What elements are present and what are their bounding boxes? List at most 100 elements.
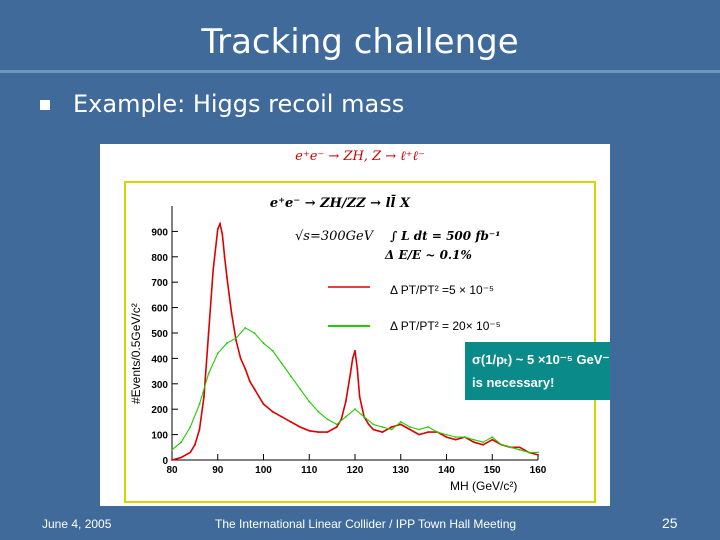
beam-spread-label: Δ E/E ~ 0.1% (384, 248, 472, 262)
sqrt-s-label: √s=300GeV (295, 229, 375, 244)
data-point (235, 337, 238, 339)
data-point (189, 426, 192, 428)
data-point (216, 352, 219, 355)
note-line-2: is necessary! (472, 375, 554, 390)
legend: Δ PT/PT² =5 × 10⁻⁵ Δ PT/PT² = 20× 10⁻⁵ (328, 283, 501, 333)
page-number: 25 (662, 515, 678, 531)
data-point (253, 388, 256, 390)
data-point (482, 441, 484, 444)
data-point (248, 380, 251, 383)
data-point (299, 388, 301, 390)
data-point (358, 395, 361, 398)
data-point (203, 395, 205, 398)
data-point (262, 342, 265, 345)
data-point (171, 459, 173, 461)
data-point (290, 421, 292, 423)
data-point (317, 410, 320, 413)
luminosity-label: ∫ L dt = 500 fb⁻¹ (390, 229, 500, 243)
y-tick-label: 0 (162, 456, 168, 467)
data-point (326, 418, 329, 421)
data-point (244, 327, 247, 329)
y-tick-label: 500 (151, 329, 168, 340)
data-point (491, 436, 494, 438)
bullet-square-icon (40, 100, 50, 110)
data-point (326, 431, 329, 433)
x-tick-label: 160 (530, 465, 547, 476)
data-point (219, 222, 221, 225)
x-tick-label: 100 (255, 465, 272, 476)
data-point (280, 415, 283, 418)
y-axis-label: #Events/0.5GeV/c² (129, 303, 143, 404)
axes: 80 90 100 110 120 130 140 150 160 0 100 200 300 400 50… (151, 206, 547, 476)
y-tick-label: 600 (151, 304, 168, 315)
slide-title: Tracking challenge (201, 22, 519, 62)
x-tick-label: 150 (484, 465, 501, 476)
plot-image: e⁺e⁻ → ZH, Z → ℓ⁺ℓ⁻ e⁺e⁻ → ZH/ZZ → ll̄ X… (100, 144, 610, 506)
data-point (354, 349, 356, 352)
data-point (537, 454, 539, 456)
header-formula: e⁺e⁻ → ZH, Z → ℓ⁺ℓ⁻ (295, 149, 425, 164)
data-point (356, 367, 359, 370)
y-tick-label: 900 (151, 227, 168, 238)
data-point (226, 276, 228, 278)
series-line-0 (171, 221, 539, 461)
data-point (239, 357, 242, 360)
data-point (473, 438, 475, 441)
data-point (418, 428, 420, 431)
data-point (527, 451, 530, 454)
data-point (212, 268, 215, 271)
title-divider (0, 70, 720, 73)
y-tick-label: 100 (151, 431, 168, 442)
y-tick-label: 200 (151, 405, 168, 416)
data-point (317, 431, 320, 433)
x-tick-label: 80 (166, 465, 178, 476)
data-point (367, 423, 370, 426)
legend-label-green: Δ PT/PT² = 20× 10⁻⁵ (390, 319, 501, 333)
data-point (228, 294, 231, 296)
data-point (335, 426, 338, 428)
data-point (280, 362, 283, 365)
data-point (344, 400, 347, 403)
data-point (258, 395, 260, 398)
data-point (180, 456, 183, 459)
data-point (518, 448, 521, 451)
data-point (230, 311, 233, 314)
footer-date: June 4, 2005 (42, 517, 112, 531)
legend-label-red: Δ PT/PT² =5 × 10⁻⁵ (390, 283, 494, 297)
y-tick-label: 700 (151, 278, 168, 289)
data-point (482, 443, 484, 446)
data-point (226, 342, 228, 345)
data-point (171, 448, 173, 451)
data-point (194, 443, 196, 446)
footer-center: The International Linear Collider / IPP … (215, 517, 517, 531)
data-point (418, 433, 420, 436)
data-point (537, 451, 539, 454)
x-tick-label: 130 (392, 465, 409, 476)
data-point (244, 367, 247, 370)
y-tick-label: 800 (151, 253, 168, 264)
data-point (372, 428, 375, 431)
data-point (235, 339, 238, 342)
data-point (290, 375, 292, 378)
x-tick-label: 90 (212, 465, 224, 476)
data-point (463, 436, 466, 438)
data-point (381, 431, 384, 433)
data-point (409, 428, 411, 431)
data-point (253, 332, 256, 334)
data-point (221, 233, 224, 235)
x-tick-label: 110 (301, 465, 318, 476)
data-point (390, 426, 393, 428)
data-point (445, 433, 448, 436)
data-point (399, 421, 402, 423)
data-point (427, 431, 430, 433)
data-point (216, 228, 219, 230)
y-tick-label: 400 (151, 354, 168, 365)
data-point (308, 429, 311, 432)
data-point (454, 438, 457, 441)
y-tick-label: 300 (151, 380, 168, 391)
data-point (473, 441, 475, 444)
series-layer (171, 221, 539, 461)
data-point (207, 372, 210, 375)
data-point (344, 415, 347, 418)
data-point (262, 403, 265, 405)
